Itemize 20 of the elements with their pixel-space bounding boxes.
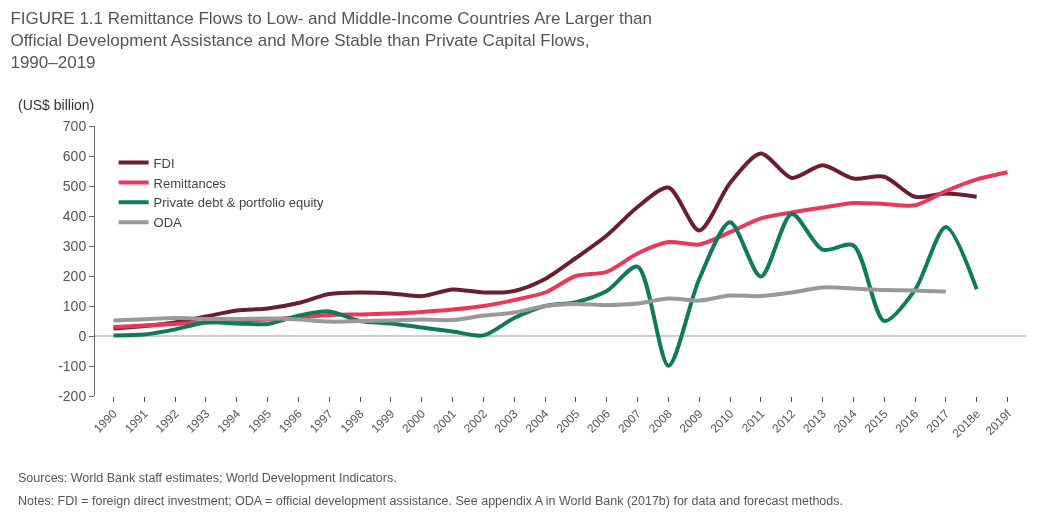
y-tick-label: 300 [62, 237, 87, 254]
text: Notes: FDI = foreign direct investment; ODA = official development assistance. See appendix A in World Bank (2017b) for data and forecast methods. [18, 494, 843, 508]
legend-label: Remittances [153, 175, 227, 191]
y-axis-title: (US$ billion) [18, 97, 95, 113]
y-tick-label: -100 [58, 357, 87, 374]
chart-title: FIGURE 1.1 Remittance Flows to Low- and Middle-Income Countries Are Larger than Official Development Assistance and More Stable than Private Capital Flows, 1990–2019 [10, 8, 653, 73]
y-tick-label: 500 [62, 177, 87, 194]
legend-label: FDI [153, 155, 175, 171]
y-tick-label: 0 [78, 327, 87, 344]
y-tick-label: 600 [62, 147, 87, 164]
y-tick-label: -200 [58, 387, 87, 404]
legend-label: ODA [153, 215, 183, 231]
y-tick-label: 100 [62, 297, 87, 314]
line-series [111, 285, 948, 324]
legend-label: Private debt & portfolio equity [153, 195, 324, 211]
y-tick-label: 700 [62, 117, 87, 134]
y-tick-label: 400 [62, 207, 87, 224]
line-series [111, 211, 979, 368]
y-tick-label: 200 [62, 267, 87, 284]
source-note: Sources: World Bank staff estimates; World Development Indicators. [18, 471, 397, 485]
